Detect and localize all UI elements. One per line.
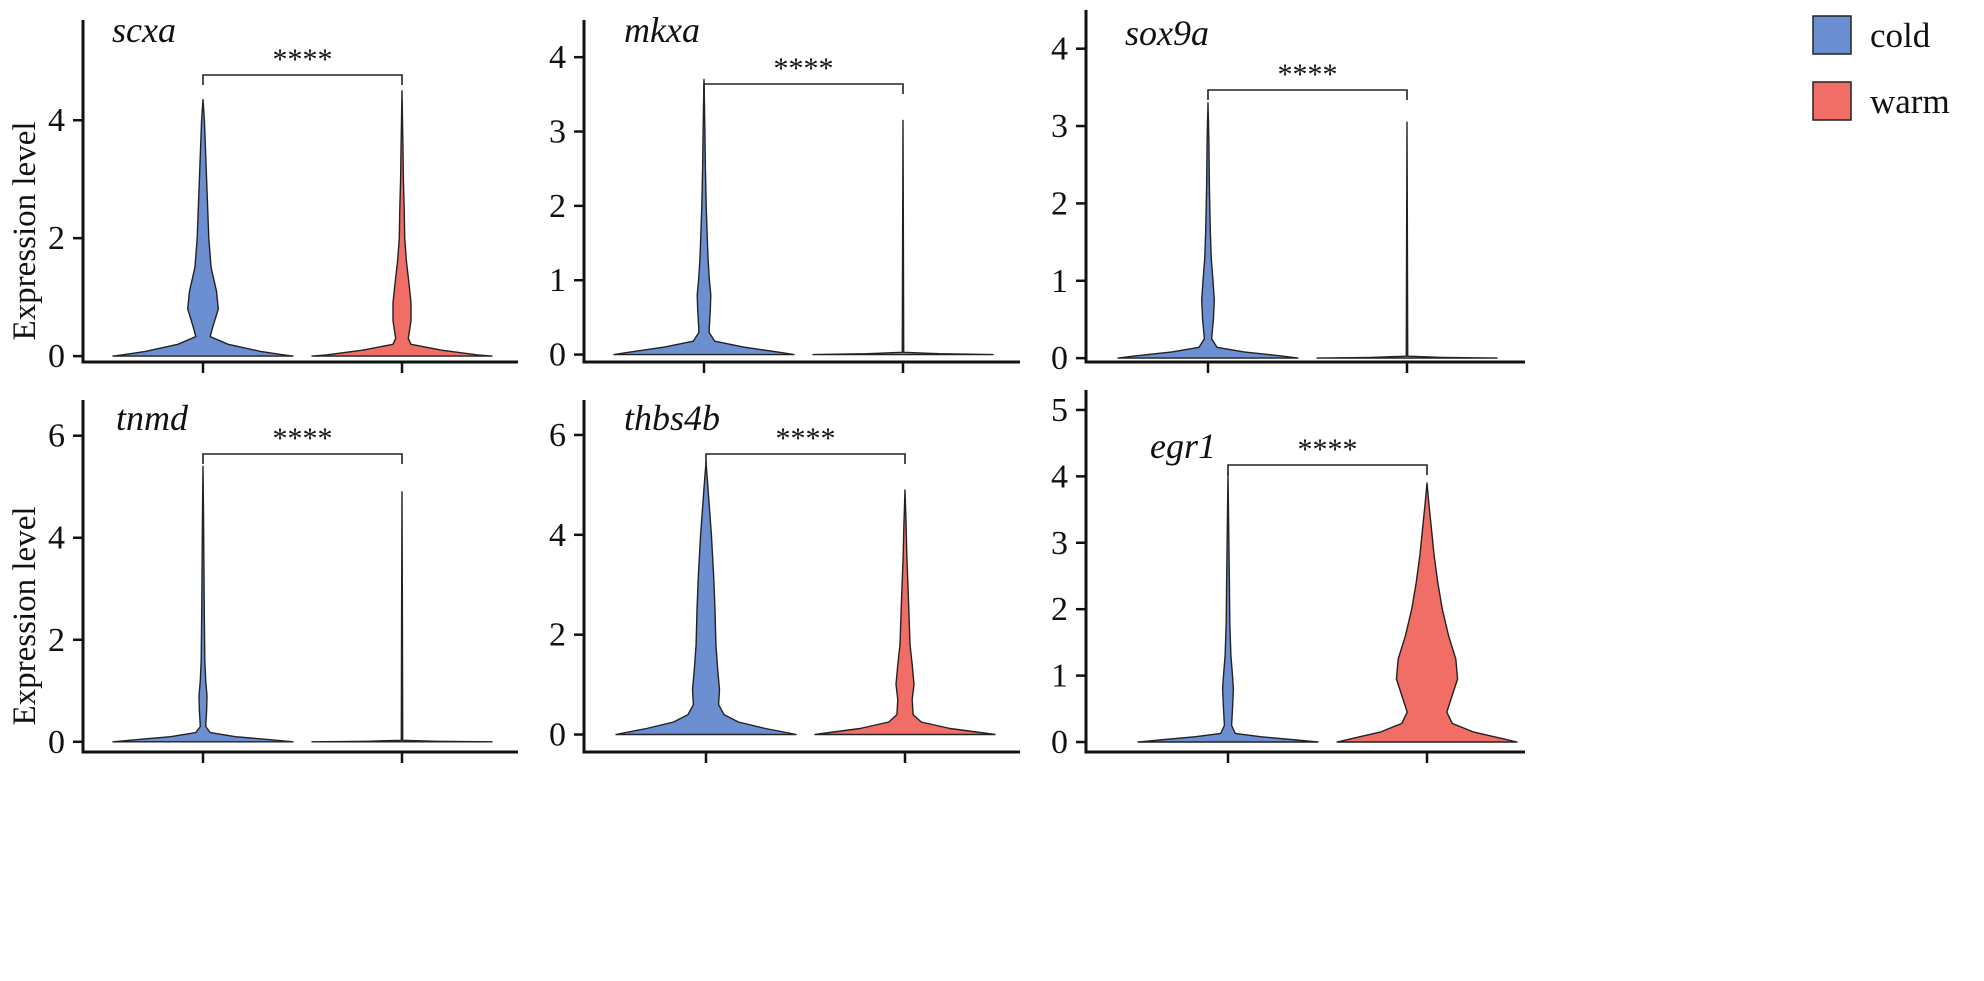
legend-label-warm: warm <box>1870 82 1950 121</box>
panel-tnmd: 0 2 4 6 **** tnmd Expression level <box>7 398 518 763</box>
panel-scxa: 0 2 4 **** scxa Expression level <box>7 10 518 375</box>
panel-egr1: 0 1 2 3 4 5 **** egr1 <box>1051 390 1525 763</box>
y-tick-label: 5 <box>1051 392 1068 429</box>
y-tick-label: 2 <box>549 617 566 654</box>
panel-thbs4b: 0 2 4 6 **** thbs4b <box>549 398 1020 763</box>
significance-bracket <box>202 74 403 85</box>
y-tick-label: 1 <box>549 262 566 299</box>
significance-bracket <box>1207 89 1408 100</box>
gene-title: scxa <box>112 10 176 50</box>
y-tick-label: 4 <box>48 520 65 557</box>
significance-label: **** <box>273 43 333 76</box>
y-tick-label: 6 <box>48 418 65 455</box>
significance-label: **** <box>774 52 834 85</box>
legend-label-cold: cold <box>1870 16 1931 55</box>
y-tick-label: 0 <box>549 717 566 754</box>
legend: cold warm <box>1812 15 1950 121</box>
y-tick-label: 0 <box>1051 724 1068 761</box>
y-tick-label: 2 <box>48 622 65 659</box>
y-axis-label: Expression level <box>7 121 43 340</box>
y-tick-label: 0 <box>48 724 65 761</box>
gene-title: thbs4b <box>624 398 720 438</box>
violin-warm <box>812 119 994 356</box>
violin-warm <box>814 489 996 736</box>
y-tick-label: 2 <box>1051 591 1068 628</box>
legend-swatch-warm <box>1812 81 1852 121</box>
gene-title: mkxa <box>624 10 700 50</box>
violin-warm <box>1336 482 1518 743</box>
violin-cold <box>615 461 797 736</box>
y-tick-label: 3 <box>1051 108 1068 145</box>
significance-label: **** <box>1298 433 1358 466</box>
y-tick-label: 1 <box>1051 658 1068 695</box>
y-axis-label: Expression level <box>7 506 43 725</box>
y-tick-label: 0 <box>1051 340 1068 377</box>
significance-label: **** <box>776 422 836 455</box>
y-tick-label: 0 <box>549 337 566 374</box>
y-tick-label: 4 <box>48 102 65 139</box>
panel-sox9a: 0 1 2 3 4 **** sox9a <box>1051 10 1525 377</box>
y-tick-label: 4 <box>1051 31 1068 68</box>
y-tick-label: 1 <box>1051 263 1068 300</box>
significance-bracket <box>705 453 906 464</box>
y-tick-label: 4 <box>1051 458 1068 495</box>
y-tick-label: 3 <box>549 114 566 151</box>
violin-warm <box>1316 121 1498 359</box>
violin-cold <box>1117 102 1299 359</box>
significance-label: **** <box>273 422 333 455</box>
violin-warm <box>311 491 493 743</box>
panel-mkxa: 0 1 2 3 4 **** mkxa <box>549 10 1020 374</box>
violin-warm <box>311 90 493 357</box>
gene-title: sox9a <box>1125 13 1209 53</box>
significance-bracket <box>1227 464 1428 475</box>
gene-title: tnmd <box>116 398 189 438</box>
violin-cold <box>112 98 294 357</box>
violin-cold <box>613 78 795 356</box>
y-tick-label: 4 <box>549 517 566 554</box>
significance-bracket <box>703 83 904 94</box>
y-tick-label: 2 <box>1051 185 1068 222</box>
violin-cold <box>112 465 294 743</box>
y-tick-label: 4 <box>549 39 566 76</box>
y-tick-label: 2 <box>549 188 566 225</box>
significance-label: **** <box>1278 58 1338 91</box>
legend-swatch-cold <box>1812 15 1852 55</box>
violin-cold <box>1137 472 1319 743</box>
y-tick-label: 0 <box>48 338 65 375</box>
y-tick-label: 2 <box>48 220 65 257</box>
y-tick-label: 6 <box>549 417 566 454</box>
significance-bracket <box>202 453 403 464</box>
y-tick-label: 3 <box>1051 525 1068 562</box>
gene-title: egr1 <box>1150 426 1216 466</box>
